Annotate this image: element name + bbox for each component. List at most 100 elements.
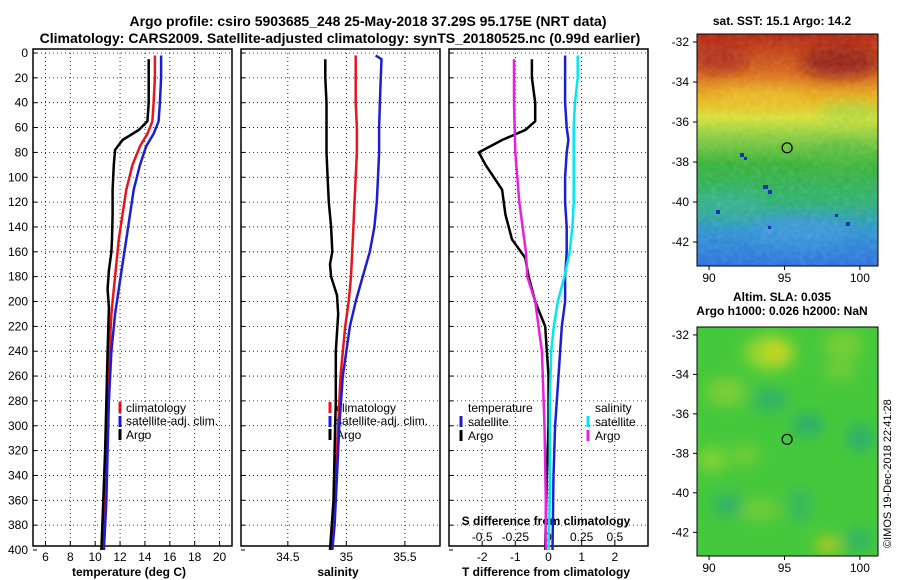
sla-map-xtick-label: 90: [702, 561, 716, 575]
sla-map-xtick-label: 95: [778, 561, 792, 575]
depth-tick-label: 200: [8, 295, 28, 309]
sst-argo-position-marker: [781, 142, 793, 154]
sla-map-ytick-label: -40: [672, 486, 690, 500]
sst-map-panel: sat. SST: 15.1 Argo: 14.2: [696, 14, 879, 267]
sal-xtick-label: 34.5: [276, 550, 300, 564]
sla-map-subtitle: Argo h1000: 0.026 h2000: NaN: [696, 304, 867, 318]
temp-xtick-label: 10: [89, 550, 103, 564]
diff-legend-temperature-title: temperature: [468, 401, 533, 415]
diff-series-salinity-satellite: [547, 55, 579, 551]
sst-map-ytick-label: -42: [672, 235, 690, 249]
sla-map-ytick-label: -32: [672, 328, 690, 342]
sla-map-ytick-label: -38: [672, 446, 690, 460]
depth-tick-label: 100: [8, 170, 28, 184]
diff-xtick-label: -2: [477, 550, 488, 564]
diff-series-salinity-argo: [512, 59, 548, 550]
diff-legend-temp-satellite: satellite: [468, 415, 509, 429]
temp-xtick-label: 12: [113, 550, 127, 564]
diff-legend-sal-argo: Argo: [595, 429, 621, 443]
temp-legend-climatology: climatology: [126, 401, 186, 415]
temperature-plot-frame: [32, 48, 233, 547]
temp-xtick-label: 6: [42, 550, 49, 564]
sla-map-title: Altim. SLA: 0.035: [733, 290, 831, 304]
depth-tick-label: 340: [8, 468, 28, 482]
diff-series-temperature-argo: [477, 59, 550, 551]
diff-series-temperature-satellite: [551, 55, 570, 551]
diff-secondary-xtick-label: 0.5: [606, 530, 623, 544]
diff-secondary-xtick-label: -0.5: [472, 530, 493, 544]
temperature-xlabel: temperature (deg C): [72, 565, 186, 579]
sal-xtick-label: 35: [340, 550, 354, 564]
depth-tick-label: 80: [15, 145, 29, 159]
depth-tick-label: 120: [8, 195, 28, 209]
difference-profile-panel: T difference from climatology S differen…: [448, 48, 649, 579]
depth-tick-label: 400: [8, 543, 28, 557]
sst-map-frame: [696, 33, 879, 267]
sst-map-ytick-label: -32: [672, 35, 690, 49]
depth-tick-label: 380: [8, 518, 28, 532]
sst-map-xtick-label: 90: [702, 271, 716, 285]
temp-legend-satellite: satellite-adj. clim.: [126, 414, 218, 428]
diff-secondary-xtick-label: 0.25: [570, 530, 594, 544]
sst-map-texture: [697, 34, 878, 266]
temp-legend-argo: Argo: [126, 428, 152, 442]
sla-map-panel: Altim. SLA: 0.035 Argo h1000: 0.026 h200…: [696, 290, 879, 557]
depth-tick-label: 180: [8, 270, 28, 284]
depth-tick-label: 0: [21, 46, 28, 60]
sla-map-ytick-label: -42: [672, 525, 690, 539]
sla-map-ytick-label: -34: [672, 367, 690, 381]
sst-map-ytick-label: -34: [672, 75, 690, 89]
temp-xtick-label: 20: [213, 550, 227, 564]
depth-tick-label: 140: [8, 220, 28, 234]
depth-tick-label: 220: [8, 319, 28, 333]
depth-tick-label: 260: [8, 369, 28, 383]
sal-xtick-label: 35.5: [393, 550, 417, 564]
temp-xtick-label: 18: [188, 550, 202, 564]
sal-legend-climatology: climatology: [336, 401, 396, 415]
depth-tick-label: 40: [15, 96, 29, 110]
figure-subtitle: Climatology: CARS2009. Satellite-adjuste…: [40, 30, 641, 46]
sst-map-ytick-label: -36: [672, 115, 690, 129]
sst-map-title: sat. SST: 15.1 Argo: 14.2: [713, 14, 852, 28]
sst-map-xtick-label: 100: [850, 271, 870, 285]
temp-xtick-label: 16: [163, 550, 177, 564]
sal-series-satellite-adj-clim-: [331, 54, 383, 551]
temperature-profile-panel: temperature (deg C) climatology satellit…: [32, 48, 233, 579]
depth-tick-label: 300: [8, 419, 28, 433]
difference-xlabel: T difference from climatology: [462, 565, 630, 579]
temp-series-argo: [100, 59, 150, 551]
depth-tick-label: 360: [8, 493, 28, 507]
temp-xtick-label: 14: [138, 550, 152, 564]
sla-map-xtick-label: 100: [850, 561, 870, 575]
diff-legend-sal-satellite: satellite: [595, 415, 636, 429]
diff-xtick-label: 1: [578, 550, 585, 564]
depth-tick-label: 20: [15, 71, 29, 85]
depth-tick-label: 60: [15, 121, 29, 135]
sla-map-ytick-label: -36: [672, 407, 690, 421]
sst-map-xtick-label: 95: [778, 271, 792, 285]
depth-tick-label: 240: [8, 344, 28, 358]
depth-tick-label: 280: [8, 394, 28, 408]
sst-map-ytick-label: -40: [672, 195, 690, 209]
diff-xtick-label: 0: [545, 550, 552, 564]
salinity-profile-panel: salinity climatology satellite-adj. clim…: [240, 48, 441, 579]
diff-secondary-xtick-label: -0.25: [502, 530, 530, 544]
salinity-plot-frame: [240, 48, 441, 547]
sst-map-dots: [716, 153, 850, 229]
salinity-xlabel: salinity: [317, 565, 359, 579]
sla-map-patches: [697, 331, 874, 553]
sal-series-argo: [324, 59, 340, 551]
temp-series-satellite-adj-clim-: [102, 55, 163, 551]
diff-legend-salinity-title: salinity: [595, 401, 632, 415]
diff-legend-temp-argo: Argo: [468, 429, 494, 443]
depth-tick-label: 320: [8, 444, 28, 458]
chart-generated-layer: 6 8 10 12 14 16 18 20 34.5 35 35.5 -2 -1 0 1 2-0.5 -0.25…: [8, 35, 870, 575]
sal-legend-argo: Argo: [336, 428, 362, 442]
depth-tick-label: 160: [8, 245, 28, 259]
diff-xtick-label: -1: [510, 550, 521, 564]
temp-xtick-label: 8: [67, 550, 74, 564]
sst-map-ytick-label: -38: [672, 155, 690, 169]
diff-xtick-label: 2: [611, 550, 618, 564]
timestamp-stamp: ©IMOS 19-Dec-2018 22:41:28: [882, 399, 894, 548]
